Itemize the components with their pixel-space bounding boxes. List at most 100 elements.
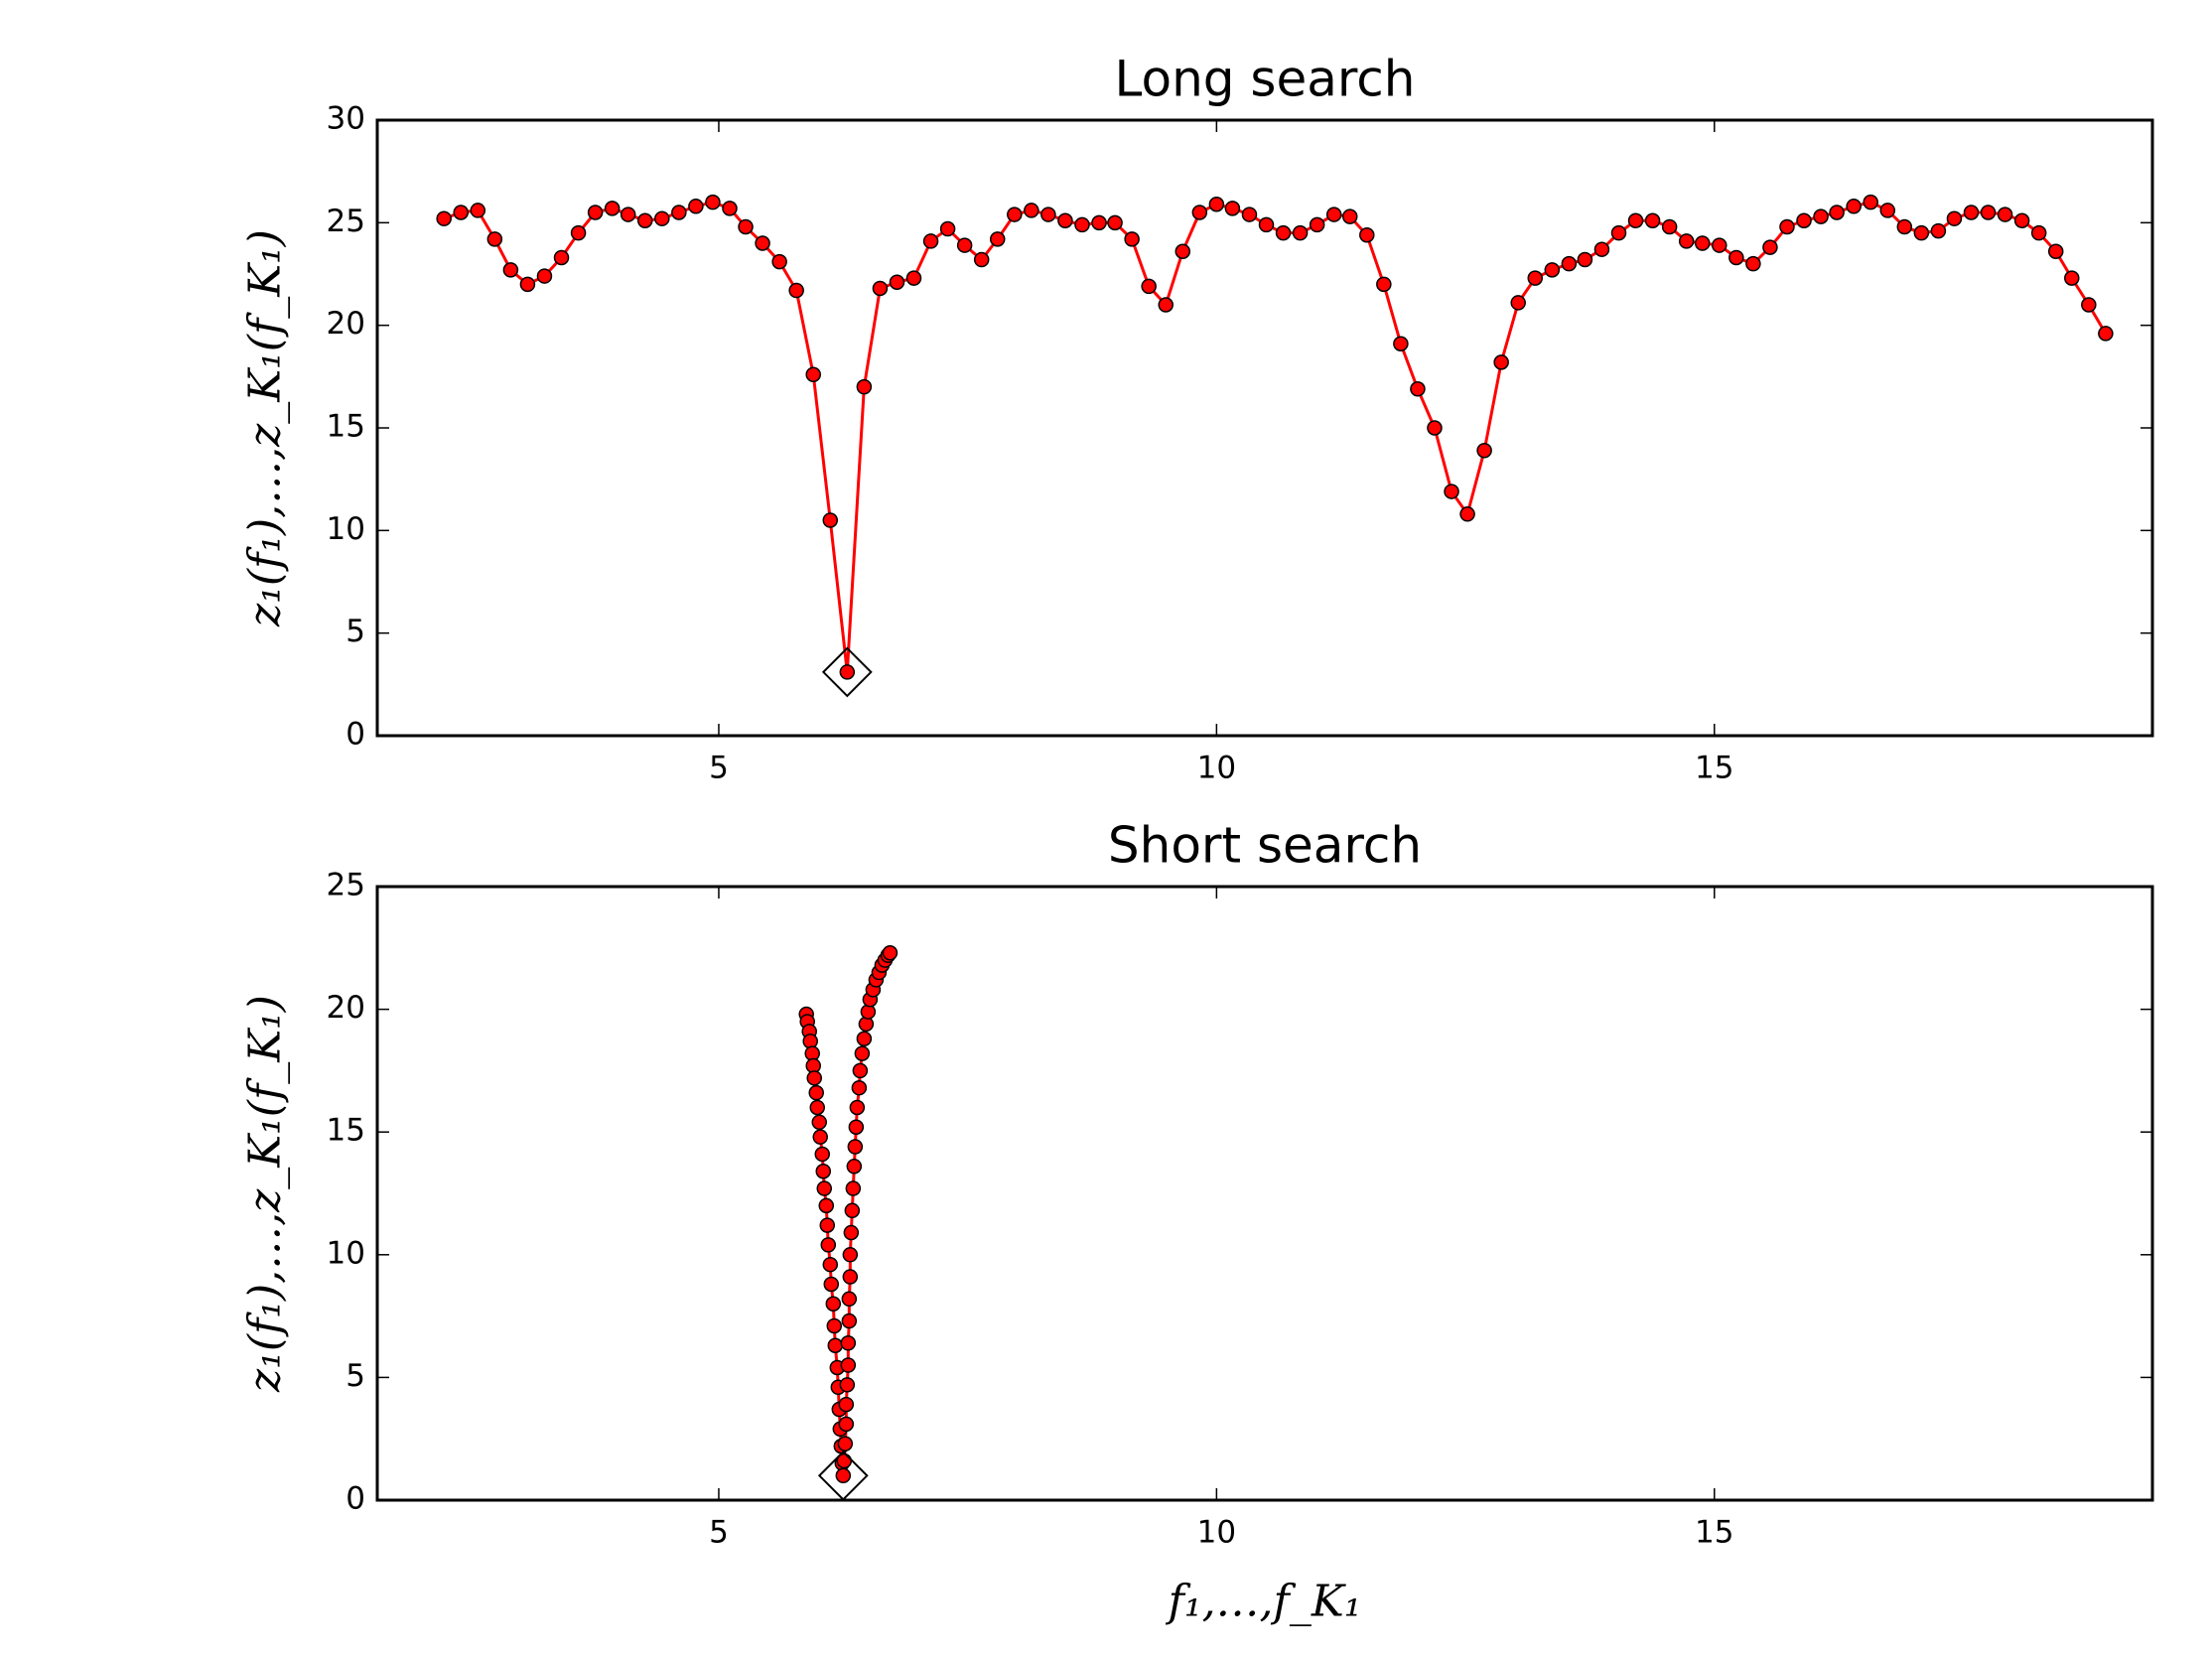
point xyxy=(2047,243,2064,260)
point xyxy=(822,1256,839,1273)
point xyxy=(842,1247,859,1263)
point xyxy=(1074,216,1090,233)
point xyxy=(843,1224,860,1241)
point xyxy=(1024,203,1039,218)
point xyxy=(1627,212,1644,229)
point xyxy=(872,280,889,297)
x-tick-label: 15 xyxy=(1695,751,1733,786)
x-tick-label: 10 xyxy=(1197,751,1236,786)
point xyxy=(837,1436,854,1452)
y-tick-label: 5 xyxy=(346,1358,365,1394)
point xyxy=(1091,214,1107,231)
point xyxy=(889,274,905,291)
point xyxy=(1610,224,1627,241)
point xyxy=(654,210,670,226)
point xyxy=(1057,212,1073,229)
point xyxy=(939,220,956,237)
y-tick-label: 15 xyxy=(327,409,365,445)
point xyxy=(637,212,653,229)
x-axis-label: f₁,…,f_K₁ xyxy=(1166,1577,1362,1627)
point xyxy=(620,207,636,222)
point xyxy=(1459,506,1475,522)
point xyxy=(470,203,486,218)
point xyxy=(1208,196,1225,212)
point xyxy=(1678,233,1695,249)
point xyxy=(1527,270,1544,286)
point xyxy=(1694,235,1711,251)
point xyxy=(436,210,452,226)
best-marker xyxy=(821,646,873,698)
x-tick-label: 5 xyxy=(709,1515,729,1551)
point xyxy=(1544,262,1561,278)
point xyxy=(1863,194,1878,210)
y-tick-label: 10 xyxy=(327,1235,365,1271)
point xyxy=(822,512,839,528)
point xyxy=(502,262,519,278)
point xyxy=(1292,224,1309,241)
point xyxy=(1359,226,1375,243)
point xyxy=(738,218,754,235)
point xyxy=(1224,201,1241,216)
point xyxy=(722,201,738,216)
point xyxy=(1427,420,1443,436)
point xyxy=(1913,224,1930,241)
point xyxy=(819,1217,836,1233)
point xyxy=(1124,231,1140,247)
point xyxy=(771,253,787,270)
point xyxy=(973,251,990,268)
point xyxy=(1444,484,1459,499)
series-line xyxy=(443,201,2108,673)
point xyxy=(453,205,469,220)
point xyxy=(1661,218,1678,235)
point xyxy=(1796,212,1812,229)
point xyxy=(587,205,604,220)
point xyxy=(815,1164,832,1179)
point xyxy=(2013,212,2030,229)
point xyxy=(818,1197,835,1214)
point xyxy=(820,1237,837,1253)
point xyxy=(848,1119,865,1136)
point xyxy=(1745,255,1761,272)
point xyxy=(1879,203,1896,218)
y-tick-label: 0 xyxy=(346,1481,365,1517)
point xyxy=(755,235,770,251)
point xyxy=(839,1377,856,1393)
point xyxy=(1762,239,1778,255)
point xyxy=(1577,251,1593,268)
point xyxy=(1410,380,1426,397)
point xyxy=(1728,249,1744,266)
point xyxy=(1341,208,1358,224)
point xyxy=(2064,270,2080,286)
point xyxy=(1997,207,2013,222)
point xyxy=(852,1062,869,1079)
point xyxy=(847,1139,864,1155)
point xyxy=(854,1045,871,1061)
point xyxy=(1258,216,1275,233)
point xyxy=(1376,276,1392,293)
point xyxy=(922,233,939,249)
point xyxy=(1980,205,1997,220)
point xyxy=(1946,210,1963,226)
point xyxy=(1007,207,1023,222)
point xyxy=(1593,241,1610,257)
point xyxy=(705,194,721,210)
point xyxy=(849,1099,866,1116)
point xyxy=(841,1291,858,1308)
point xyxy=(1107,214,1123,231)
point xyxy=(1561,255,1578,272)
x-tick-label: 15 xyxy=(1695,1515,1733,1551)
chart-title: Long search xyxy=(1115,51,1416,108)
point xyxy=(1141,278,1157,295)
point xyxy=(808,1084,824,1101)
point xyxy=(826,1317,843,1334)
point xyxy=(1813,208,1829,224)
point xyxy=(1493,354,1509,370)
chart-title: Short search xyxy=(1108,817,1422,875)
point xyxy=(811,1114,827,1131)
point xyxy=(553,249,570,266)
point xyxy=(2098,326,2114,342)
point xyxy=(827,1337,844,1354)
point xyxy=(536,268,553,284)
